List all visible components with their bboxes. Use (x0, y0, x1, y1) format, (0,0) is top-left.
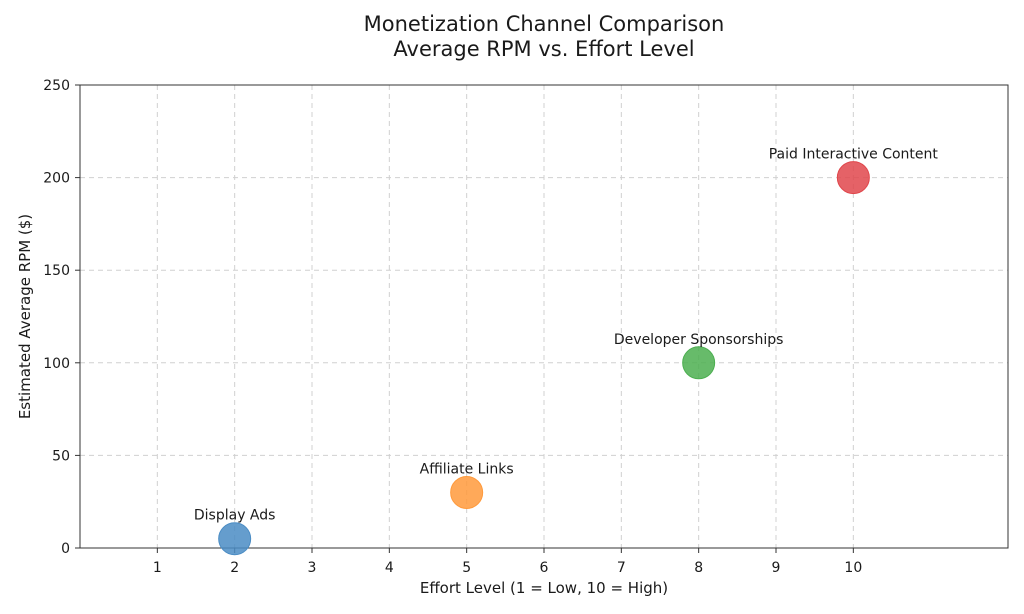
chart-title-line2: Average RPM vs. Effort Level (393, 37, 694, 61)
data-points: Display Ads Affiliate Links Developer Spon… (194, 147, 939, 556)
x-tick-label: 3 (308, 560, 317, 576)
y-tick-label: 50 (52, 448, 70, 464)
x-tick-label: 5 (462, 560, 471, 576)
y-tick-label: 100 (43, 356, 70, 372)
data-point (450, 475, 484, 509)
y-tick-label: 200 (43, 171, 70, 187)
data-point-label: Paid Interactive Content (769, 147, 939, 163)
x-axis-label: Effort Level (1 = Low, 10 = High) (420, 579, 668, 597)
x-tick-label: 4 (385, 560, 394, 576)
data-point (682, 346, 716, 380)
data-point-label: Affiliate Links (420, 461, 514, 477)
y-axis-ticks: 0 50 100 150 200 250 (43, 78, 80, 557)
y-tick-label: 250 (43, 78, 70, 94)
y-tick-label: 0 (61, 541, 70, 557)
x-tick-label: 1 (153, 560, 162, 576)
x-tick-label: 9 (772, 560, 781, 576)
x-tick-label: 8 (694, 560, 703, 576)
data-point-label: Developer Sponsorships (614, 332, 784, 348)
y-axis-label: Estimated Average RPM ($) (16, 214, 34, 419)
x-axis-ticks: 1 2 3 4 5 6 7 8 9 10 (153, 548, 862, 576)
data-point-label: Display Ads (194, 508, 276, 524)
x-tick-label: 6 (540, 560, 549, 576)
data-point (218, 522, 252, 556)
data-point (836, 161, 870, 195)
x-tick-label: 10 (844, 560, 862, 576)
chart-title-line1: Monetization Channel Comparison (364, 12, 725, 36)
x-tick-label: 7 (617, 560, 626, 576)
x-tick-label: 2 (230, 560, 239, 576)
y-tick-label: 150 (43, 263, 70, 279)
